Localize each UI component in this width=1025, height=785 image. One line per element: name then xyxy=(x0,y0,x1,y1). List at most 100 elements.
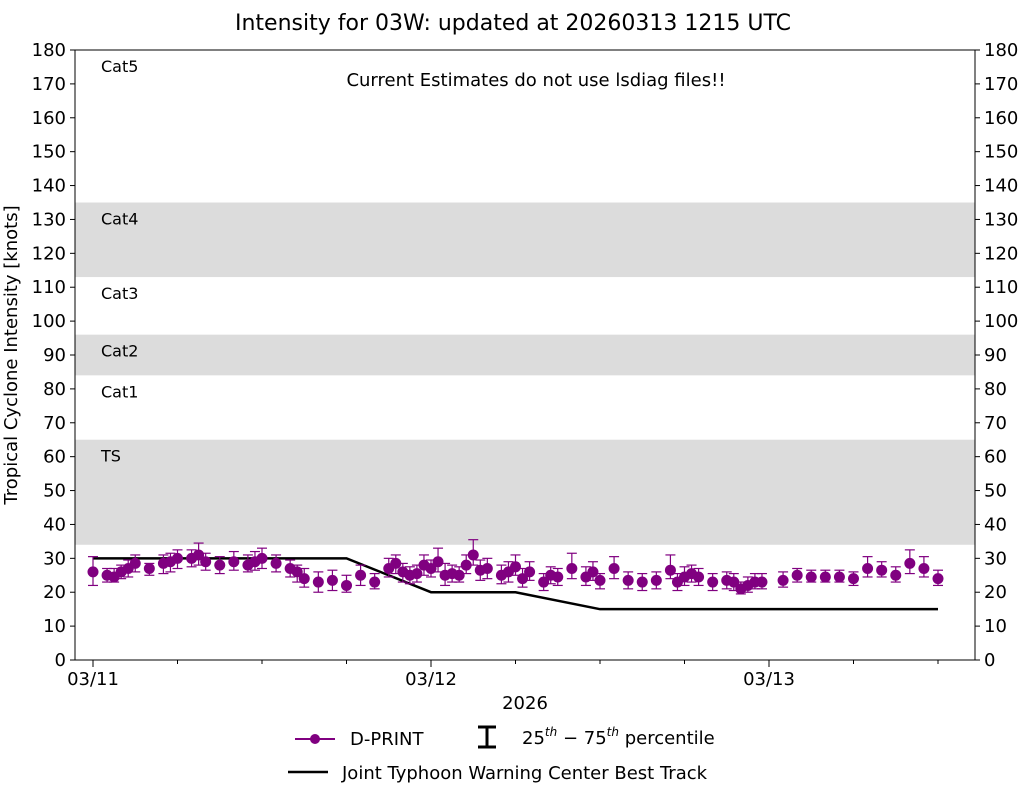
dprint-point xyxy=(524,566,536,578)
category-label-cat5: Cat5 xyxy=(101,57,138,76)
y-tick-label-left: 130 xyxy=(32,209,66,230)
y-tick-label-right: 50 xyxy=(984,481,1007,502)
y-tick-label-right: 100 xyxy=(984,311,1018,332)
dprint-point xyxy=(172,552,183,564)
y-tick-label-left: 180 xyxy=(32,40,66,61)
dprint-point xyxy=(228,556,240,568)
dprint-point xyxy=(129,557,141,569)
dprint-point xyxy=(728,576,740,588)
category-bands xyxy=(75,202,975,545)
category-label-cat2: Cat2 xyxy=(101,342,138,361)
y-tick-label-right: 180 xyxy=(984,40,1018,61)
y-tick-label-right: 90 xyxy=(984,345,1007,366)
y-axis-label: Tropical Cyclone Intensity [knots] xyxy=(1,205,22,505)
y-tick-label-left: 20 xyxy=(43,582,66,603)
legend: D-PRINT 25th − 75th percentile Joint Typ… xyxy=(288,725,715,784)
dprint-point xyxy=(862,563,874,574)
dprint-point xyxy=(650,574,662,586)
y-tick-label-right: 40 xyxy=(984,514,1007,535)
dprint-point xyxy=(587,566,599,578)
dprint-point xyxy=(369,576,381,588)
y-tick-label-left: 10 xyxy=(43,616,66,637)
y-tick-label-left: 40 xyxy=(43,514,66,535)
y-tick-label-right: 60 xyxy=(984,447,1007,468)
y-tick-label-right: 10 xyxy=(984,616,1007,637)
dprint-point xyxy=(848,573,859,585)
dprint-point xyxy=(693,571,705,583)
y-axis-right: 0 10 20 30 40 50 60 70 80 90 100 110 120 130 140 150 160… xyxy=(975,40,1018,671)
y-tick-label-right: 160 xyxy=(984,108,1018,129)
dprint-point xyxy=(312,576,324,588)
y-tick-label-left: 140 xyxy=(32,176,66,197)
y-axis-left: 0 10 20 30 40 50 60 70 80 90 100 110 120 130 140 150 160… xyxy=(32,40,75,671)
category-label-cat1: Cat1 xyxy=(101,382,138,401)
dprint-point xyxy=(341,579,352,591)
dprint-point xyxy=(453,569,465,581)
y-tick-label-right: 150 xyxy=(984,142,1018,163)
dprint-point xyxy=(481,563,493,574)
y-tick-label-left: 160 xyxy=(32,108,66,129)
dprint-point xyxy=(890,569,902,581)
dprint-point xyxy=(608,563,620,574)
dprint-point xyxy=(143,563,155,574)
y-tick-label-left: 110 xyxy=(32,277,66,298)
dprint-point xyxy=(819,571,831,583)
dprint-point xyxy=(510,561,521,573)
dprint-point xyxy=(214,559,226,571)
dprint-point xyxy=(355,569,367,581)
x-tick-label: 03/11 xyxy=(67,669,119,690)
legend-dprint-label: D-PRINT xyxy=(350,729,424,750)
category-band-cat2 xyxy=(75,334,975,376)
legend-dprint-marker xyxy=(310,734,320,744)
y-tick-label-right: 170 xyxy=(984,74,1018,95)
dprint-point xyxy=(390,557,402,569)
y-tick-label-right: 120 xyxy=(984,243,1018,264)
y-tick-label-left: 0 xyxy=(55,650,66,671)
y-tick-label-left: 170 xyxy=(32,74,66,95)
dprint-point xyxy=(918,563,930,574)
dprint-point xyxy=(517,573,529,585)
y-tick-label-left: 120 xyxy=(32,243,66,264)
category-band-ts xyxy=(75,439,975,545)
dprint-point xyxy=(636,576,648,588)
dprint-point xyxy=(411,568,423,580)
y-tick-label-left: 90 xyxy=(43,345,66,366)
legend-percentile-icon xyxy=(478,725,496,749)
dprint-point xyxy=(270,557,282,569)
dprint-point xyxy=(460,559,472,571)
dprint-point xyxy=(876,564,888,576)
dprint-point xyxy=(594,574,606,586)
y-tick-label-left: 150 xyxy=(32,142,66,163)
dprint-point xyxy=(538,576,550,588)
dprint-point xyxy=(200,556,212,568)
y-tick-label-left: 100 xyxy=(32,311,66,332)
y-tick-label-left: 30 xyxy=(43,548,66,569)
best-track-line xyxy=(93,557,938,611)
dprint-point xyxy=(833,571,845,583)
y-tick-label-right: 140 xyxy=(984,176,1018,197)
dprint-point xyxy=(805,571,817,583)
dprint-point xyxy=(566,563,578,574)
y-tick-label-right: 70 xyxy=(984,413,1007,434)
x-axis: 03/11 03/12 03/13 xyxy=(67,660,939,690)
dprint-series xyxy=(87,539,944,595)
x-tick-label: 03/12 xyxy=(405,669,457,690)
y-tick-label-right: 110 xyxy=(984,277,1018,298)
x-tick-label: 03/13 xyxy=(743,669,795,690)
category-label-cat4: Cat4 xyxy=(101,210,138,229)
dprint-point xyxy=(432,556,444,568)
dprint-point xyxy=(707,576,719,588)
dprint-point xyxy=(932,573,944,585)
x-axis-label: 2026 xyxy=(502,693,548,714)
dprint-point xyxy=(552,571,564,583)
dprint-point xyxy=(87,566,99,578)
dprint-point xyxy=(256,552,268,564)
y-tick-label-left: 60 xyxy=(43,447,66,468)
category-band-cat4 xyxy=(75,202,975,278)
category-label-cat3: Cat3 xyxy=(101,284,138,303)
y-tick-label-left: 80 xyxy=(43,379,66,400)
dprint-point xyxy=(467,549,479,561)
y-tick-label-right: 30 xyxy=(984,548,1007,569)
legend-besttrack-label: Joint Typhoon Warning Center Best Track xyxy=(341,763,708,784)
